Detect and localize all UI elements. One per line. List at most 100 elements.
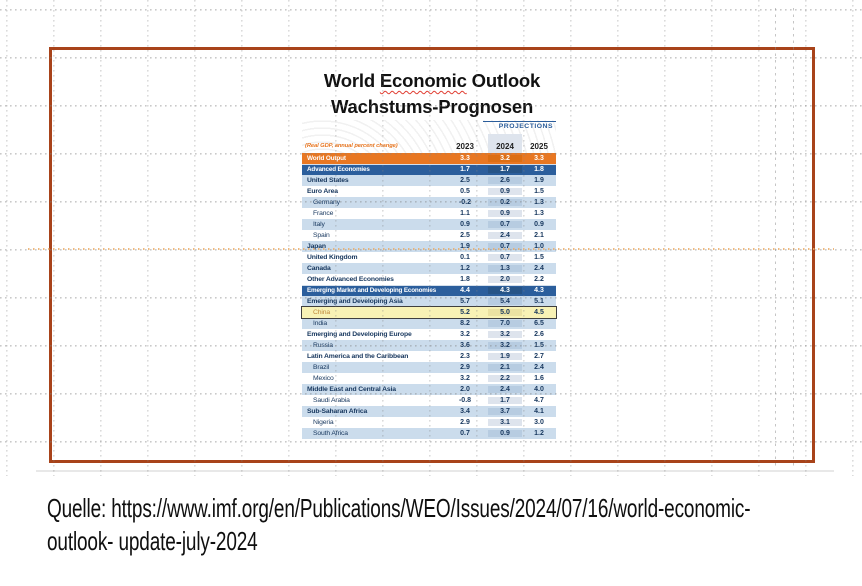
row-label: Russia xyxy=(313,342,333,349)
value-2023: 2.0 xyxy=(460,386,470,393)
weo-table: PROJECTIONS (Real GDP, annual percent ch… xyxy=(302,120,556,439)
row-label: Advanced Economies xyxy=(307,166,370,173)
row-label: United States xyxy=(307,177,349,184)
value-2024: 2.1 xyxy=(488,364,522,371)
value-2024: 3.2 xyxy=(488,342,522,349)
source-line-1: Quelle: https://www.imf.org/en/Publicati… xyxy=(47,493,751,523)
table-row: China 5.2 5.0 4.5 xyxy=(302,307,556,318)
value-2024: 1.9 xyxy=(488,353,522,360)
table-row: Russia 3.6 3.2 1.5 xyxy=(302,340,556,351)
table-row: Mexico 3.2 2.2 1.6 xyxy=(302,373,556,384)
value-2025: 2.2 xyxy=(534,276,544,283)
value-2024: 2.4 xyxy=(488,232,522,239)
value-2025: 4.0 xyxy=(534,386,544,393)
table-row: Latin America and the Caribbean 2.3 1.9 2.7 xyxy=(302,351,556,362)
value-2023: 2.5 xyxy=(460,177,470,184)
value-2024: 5.4 xyxy=(488,298,522,305)
value-2023: -0.2 xyxy=(458,199,472,206)
value-2024: 2.4 xyxy=(488,386,522,393)
label-column-spacer xyxy=(302,142,442,151)
value-2025: 1.5 xyxy=(534,254,544,261)
value-2023: -0.8 xyxy=(458,397,472,404)
value-2025: 2.7 xyxy=(534,353,544,360)
row-label: Euro Area xyxy=(307,188,338,195)
column-header-2025: 2025 xyxy=(530,142,548,151)
title-line-1: World Economic Outlook xyxy=(49,68,815,94)
table-row: World Output 3.3 3.2 3.3 xyxy=(302,153,556,164)
column-header-2023: 2023 xyxy=(456,142,474,151)
value-2023: 1.9 xyxy=(460,243,470,250)
value-2023: 3.6 xyxy=(460,342,470,349)
title-word: Outlook xyxy=(466,70,541,91)
row-label: Middle East and Central Asia xyxy=(307,386,396,393)
value-2023: 3.2 xyxy=(460,375,470,382)
projection-column-band xyxy=(488,134,522,153)
value-2023: 5.7 xyxy=(460,298,470,305)
guide-line-bottom xyxy=(36,470,834,472)
source-text: Quelle: https://www.imf.org/en/Publicati… xyxy=(47,492,751,558)
value-2024: 3.2 xyxy=(488,155,522,162)
value-2025: 4.7 xyxy=(534,397,544,404)
value-2024: 0.7 xyxy=(488,221,522,228)
projections-label: PROJECTIONS xyxy=(498,123,553,130)
value-2023: 3.2 xyxy=(460,331,470,338)
row-label: India xyxy=(313,320,327,327)
value-2023: 1.2 xyxy=(460,265,470,272)
value-2024: 2.6 xyxy=(488,177,522,184)
slide-canvas: World Economic Outlook Wachstums-Prognos… xyxy=(0,0,862,476)
misspelled-word-underline: Economic xyxy=(379,70,467,91)
row-label: Nigeria xyxy=(313,419,334,426)
value-2024: 2.0 xyxy=(488,276,522,283)
row-label: Emerging Market and Developing Economies xyxy=(307,287,437,294)
title-line-2: Wachstums-Prognosen xyxy=(330,96,534,117)
value-2024: 1.7 xyxy=(488,397,522,404)
row-label: Sub-Saharan Africa xyxy=(307,408,368,415)
value-2024: 0.7 xyxy=(488,254,522,261)
row-label: Germany xyxy=(313,199,340,206)
value-2025: 5.1 xyxy=(534,298,544,305)
table-row: Nigeria 2.9 3.1 3.0 xyxy=(302,417,556,428)
value-2023: 4.4 xyxy=(460,287,470,294)
value-2025: 1.0 xyxy=(534,243,544,250)
table-row: Euro Area 0.5 0.9 1.5 xyxy=(302,186,556,197)
value-2023: 1.7 xyxy=(460,166,470,173)
row-label: Spain xyxy=(313,232,330,239)
value-2023: 2.3 xyxy=(460,353,470,360)
table-row: Emerging and Developing Europe 3.2 3.2 2.6 xyxy=(302,329,556,340)
row-label: France xyxy=(313,210,334,217)
table-row: Other Advanced Economies 1.8 2.0 2.2 xyxy=(302,274,556,285)
table-row: France 1.1 0.9 1.3 xyxy=(302,208,556,219)
row-label: Emerging and Developing Europe xyxy=(307,331,412,338)
table-row: Italy 0.9 0.7 0.9 xyxy=(302,219,556,230)
row-label: Italy xyxy=(313,221,325,228)
row-label: World Output xyxy=(307,155,346,162)
value-2023: 3.3 xyxy=(460,155,470,162)
table-row: Spain 2.5 2.4 2.1 xyxy=(302,230,556,241)
value-2025: 1.3 xyxy=(534,199,544,206)
table-rows: World Output 3.3 3.2 3.3 Advanced Economies 1… xyxy=(302,153,556,439)
value-2023: 8.2 xyxy=(460,320,470,327)
table-row: Sub-Saharan Africa 3.4 3.7 4.1 xyxy=(302,406,556,417)
row-label: Japan xyxy=(307,243,326,250)
slide-border-frame xyxy=(49,47,815,463)
value-2023: 2.5 xyxy=(460,232,470,239)
value-2023: 2.9 xyxy=(460,364,470,371)
value-2024: 2.2 xyxy=(488,375,522,382)
value-2025: 3.3 xyxy=(534,155,544,162)
value-2024: 0.7 xyxy=(488,243,522,250)
value-2024: 3.7 xyxy=(488,408,522,415)
value-2024: 1.7 xyxy=(488,166,522,173)
value-2024: 0.9 xyxy=(488,210,522,217)
value-2025: 1.5 xyxy=(534,188,544,195)
row-label: Mexico xyxy=(313,375,334,382)
row-label: Saudi Arabia xyxy=(313,397,350,404)
row-label: Other Advanced Economies xyxy=(307,276,394,283)
row-label: Brazil xyxy=(313,364,330,371)
projections-rule xyxy=(483,121,556,122)
value-2023: 2.9 xyxy=(460,419,470,426)
table-row: Japan 1.9 0.7 1.0 xyxy=(302,241,556,252)
value-2024: 0.9 xyxy=(488,430,522,437)
value-2024: 3.2 xyxy=(488,331,522,338)
row-label: Emerging and Developing Asia xyxy=(307,298,403,305)
value-2025: 4.1 xyxy=(534,408,544,415)
